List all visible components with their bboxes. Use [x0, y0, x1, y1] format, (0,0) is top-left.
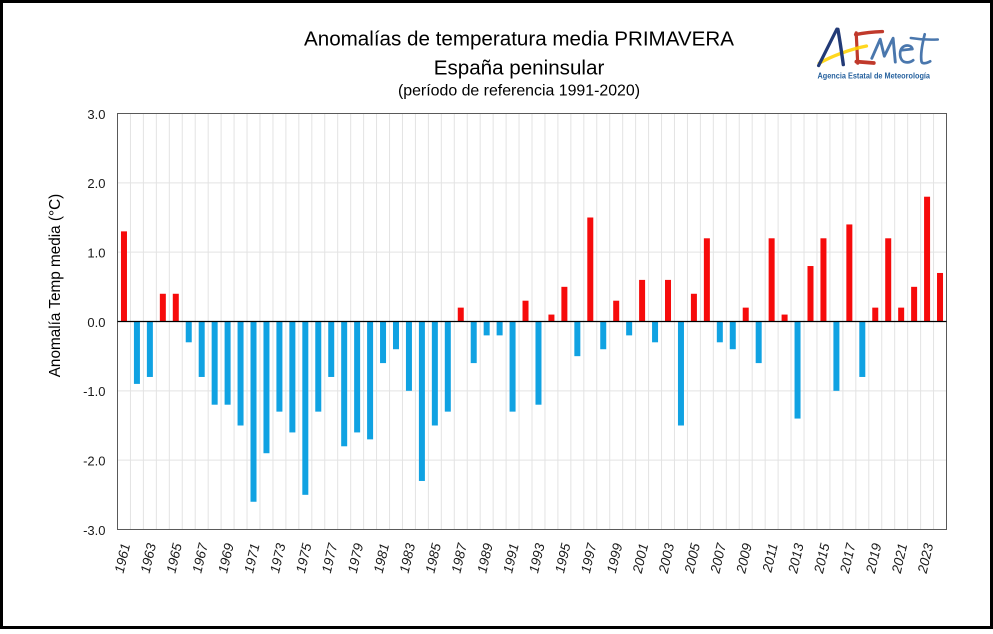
svg-text:1971: 1971 [241, 542, 262, 575]
svg-text:2019: 2019 [863, 541, 885, 575]
svg-text:2009: 2009 [733, 541, 755, 575]
svg-text:(período de referencia 1991-20: (período de referencia 1991-2020) [398, 82, 640, 99]
svg-text:2021: 2021 [889, 542, 911, 576]
svg-text:1961: 1961 [112, 542, 133, 575]
svg-text:Agencia Estatal de Meteorologí: Agencia Estatal de Meteorología [818, 71, 931, 80]
svg-text:1963: 1963 [138, 541, 159, 574]
svg-text:España peninsular: España peninsular [434, 57, 605, 80]
svg-text:1965: 1965 [164, 541, 185, 574]
svg-text:2013: 2013 [785, 541, 807, 575]
svg-text:2017: 2017 [837, 541, 859, 575]
svg-text:1981: 1981 [371, 542, 392, 575]
svg-text:1989: 1989 [474, 541, 495, 574]
svg-text:2023: 2023 [915, 541, 937, 575]
svg-text:0.0: 0.0 [87, 315, 105, 330]
svg-text:2005: 2005 [681, 541, 703, 575]
svg-text:2.0: 2.0 [87, 176, 105, 191]
svg-text:Anomalías de temperatura media: Anomalías de temperatura media PRIMAVERA [304, 28, 734, 51]
svg-text:-2.0: -2.0 [83, 454, 105, 469]
svg-text:2007: 2007 [707, 541, 729, 575]
svg-text:1985: 1985 [423, 541, 444, 574]
svg-text:1979: 1979 [345, 541, 366, 574]
svg-text:1973: 1973 [267, 541, 288, 574]
svg-text:1.0: 1.0 [87, 246, 105, 261]
svg-text:2003: 2003 [656, 541, 678, 575]
svg-text:Anomalía Temp media (°C): Anomalía Temp media (°C) [47, 194, 64, 378]
svg-text:1977: 1977 [319, 541, 340, 574]
svg-text:1967: 1967 [189, 541, 210, 574]
svg-text:1975: 1975 [293, 541, 314, 574]
svg-text:-1.0: -1.0 [83, 384, 105, 399]
svg-text:1999: 1999 [604, 541, 625, 574]
svg-text:1987: 1987 [449, 541, 470, 574]
svg-text:1997: 1997 [578, 541, 599, 574]
svg-text:3.0: 3.0 [87, 107, 105, 122]
svg-text:2001: 2001 [630, 542, 652, 576]
svg-text:1991: 1991 [500, 542, 521, 575]
svg-text:-3.0: -3.0 [83, 523, 105, 538]
svg-text:2011: 2011 [759, 542, 780, 575]
svg-text:1993: 1993 [526, 541, 547, 574]
svg-text:2015: 2015 [811, 541, 833, 575]
svg-text:1983: 1983 [397, 541, 418, 574]
svg-text:1995: 1995 [552, 541, 573, 574]
svg-text:1969: 1969 [215, 541, 236, 574]
